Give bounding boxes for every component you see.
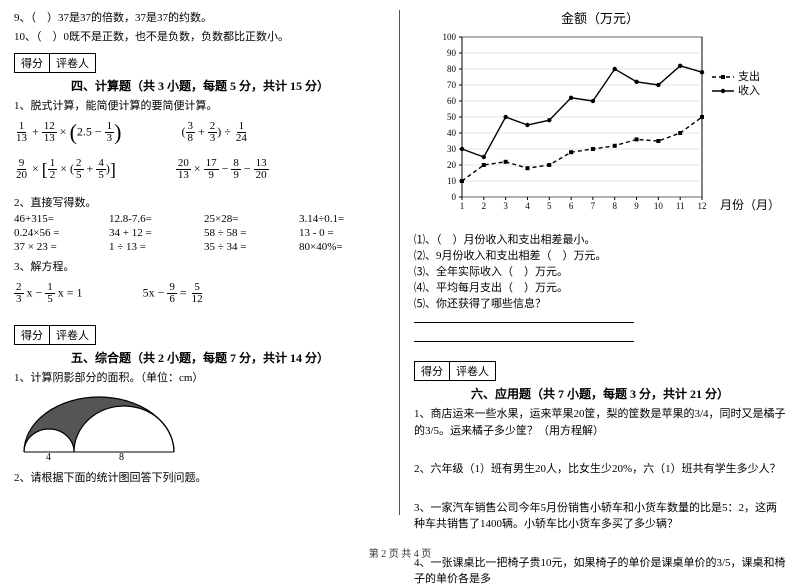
svg-text:30: 30 bbox=[447, 144, 457, 154]
score-label: 得分 bbox=[415, 362, 450, 380]
expr-2: (38 + 23) ÷ 124 bbox=[182, 121, 249, 144]
sec5-q2: 2、请根据下面的统计图回答下列问题。 bbox=[14, 470, 386, 487]
calc-cell: 46+315= bbox=[14, 213, 101, 225]
sec5-q1: 1、计算阴影部分的面积。（单位：cm） bbox=[14, 370, 386, 387]
right-column: 金额（万元） 010203040506070809010012345678910… bbox=[400, 0, 800, 545]
grader-label: 评卷人 bbox=[450, 362, 495, 380]
svg-text:收入: 收入 bbox=[738, 83, 760, 97]
svg-text:8: 8 bbox=[612, 201, 617, 211]
svg-text:6: 6 bbox=[569, 201, 574, 211]
chart-q3: ⑶、全年实际收入（ ）万元。 bbox=[414, 263, 786, 279]
calc-cell: 25×28= bbox=[204, 213, 291, 225]
chart-q1: ⑴、（ ）月份收入和支出相差最小。 bbox=[414, 231, 786, 247]
chart-q2: ⑵、9月份收入和支出相差（ ）万元。 bbox=[414, 247, 786, 263]
score-label: 得分 bbox=[15, 54, 50, 72]
calc-cell: 37 × 23 = bbox=[14, 241, 101, 253]
calc-cell: 34 + 12 = bbox=[109, 227, 196, 239]
svg-text:4: 4 bbox=[525, 201, 530, 211]
svg-text:60: 60 bbox=[447, 96, 457, 106]
svg-text:90: 90 bbox=[447, 48, 457, 58]
app-q1: 1、商店运来一些水果，运来苹果20筐，梨的筐数是苹果的3/4，同时又是橘子的3/… bbox=[414, 406, 786, 439]
question-9: 9、（ ）37是37的倍数，37是37的约数。 bbox=[14, 10, 386, 27]
calc-cell: 12.8-7.6= bbox=[109, 213, 196, 225]
grader-label: 评卷人 bbox=[50, 54, 95, 72]
section-6-title: 六、应用题（共 7 小题，每题 3 分，共计 21 分） bbox=[414, 385, 786, 402]
section-4-title: 四、计算题（共 3 小题，每题 5 分，共计 15 分） bbox=[14, 77, 386, 94]
app-q4: 4、一张课桌比一把椅子贵10元，如果椅子的单价是课桌单价的3/5，课桌和椅子的单… bbox=[414, 555, 786, 588]
svg-text:支出: 支出 bbox=[738, 69, 760, 83]
svg-text:月份（月）: 月份（月） bbox=[720, 198, 774, 212]
answer-line-2 bbox=[414, 330, 786, 345]
svg-text:70: 70 bbox=[447, 80, 457, 90]
calc-cell: 13 - 0 = bbox=[299, 227, 386, 239]
score-box-sec5: 得分 评卷人 bbox=[14, 325, 96, 345]
svg-text:11: 11 bbox=[676, 201, 685, 211]
calc-cell: 80×40%= bbox=[299, 241, 386, 253]
answer-line-1 bbox=[414, 311, 786, 326]
calc-grid: 46+315= 12.8-7.6= 25×28= 3.14÷0.1= 0.24×… bbox=[14, 213, 386, 253]
svg-text:50: 50 bbox=[447, 112, 457, 122]
chart-q5: ⑸、你还获得了哪些信息？ bbox=[414, 295, 786, 311]
chart-q4: ⑷、平均每月支出（ ）万元。 bbox=[414, 279, 786, 295]
dim-8: 8 bbox=[119, 452, 124, 462]
svg-text:7: 7 bbox=[591, 201, 596, 211]
sec4-q3: 3、解方程。 bbox=[14, 259, 386, 276]
svg-text:80: 80 bbox=[447, 64, 457, 74]
svg-text:40: 40 bbox=[447, 128, 457, 138]
formula-row-1: 113 + 1213 × (2.5 − 13) (38 + 23) ÷ 124 bbox=[14, 121, 386, 144]
calc-cell: 3.14÷0.1= bbox=[299, 213, 386, 225]
formula-row-2: 920 × [12 × (25 + 45)] 2013 × 179 − 89 −… bbox=[14, 158, 386, 181]
left-column: 9、（ ）37是37的倍数，37是37的约数。 10、（ ）0既不是正数，也不是… bbox=[0, 0, 400, 545]
app-q3: 3、一家汽车销售公司今年5月份销售小轿车和小货车数量的比是5：2，这两种车共销售… bbox=[414, 500, 786, 533]
sec4-q2: 2、直接写得数。 bbox=[14, 195, 386, 212]
score-label: 得分 bbox=[15, 326, 50, 344]
grader-label: 评卷人 bbox=[50, 326, 95, 344]
expr-1: 113 + 1213 × (2.5 − 13) bbox=[14, 121, 122, 144]
formula-row-3: 23 x − 15 x = 1 5x − 96 = 512 bbox=[14, 282, 386, 305]
svg-text:9: 9 bbox=[634, 201, 639, 211]
chart-y-title: 金额（万元） bbox=[414, 8, 786, 27]
expr-3: 920 × [12 × (25 + 45)] bbox=[14, 158, 116, 181]
svg-text:3: 3 bbox=[503, 201, 508, 211]
svg-text:100: 100 bbox=[443, 32, 457, 42]
sec4-q1: 1、脱式计算，能简便计算的要简便计算。 bbox=[14, 98, 386, 115]
calc-cell: 35 ÷ 34 = bbox=[204, 241, 291, 253]
svg-text:5: 5 bbox=[547, 201, 552, 211]
svg-text:12: 12 bbox=[698, 201, 707, 211]
section-5-title: 五、综合题（共 2 小题，每题 7 分，共计 14 分） bbox=[14, 349, 386, 366]
line-chart: 0102030405060708090100123456789101112支出收… bbox=[434, 31, 786, 225]
score-box-sec4: 得分 评卷人 bbox=[14, 53, 96, 73]
svg-text:10: 10 bbox=[447, 176, 457, 186]
calc-cell: 1 ÷ 13 = bbox=[109, 241, 196, 253]
svg-text:20: 20 bbox=[447, 160, 457, 170]
score-box-sec6: 得分 评卷人 bbox=[414, 361, 496, 381]
svg-text:1: 1 bbox=[460, 201, 465, 211]
svg-text:10: 10 bbox=[654, 201, 664, 211]
calc-cell: 0.24×56 = bbox=[14, 227, 101, 239]
svg-text:2: 2 bbox=[482, 201, 487, 211]
app-q2: 2、六年级（1）班有男生20人，比女生少20%，六（1）班共有学生多少人？ bbox=[414, 461, 786, 478]
dim-4: 4 bbox=[46, 452, 51, 462]
shaded-figure: 4 8 bbox=[14, 390, 386, 466]
expr-5: 23 x − 15 x = 1 bbox=[14, 282, 83, 305]
expr-6: 5x − 96 = 512 bbox=[143, 282, 205, 305]
question-10: 10、（ ）0既不是正数，也不是负数，负数都比正数小。 bbox=[14, 29, 386, 46]
expr-4: 2013 × 179 − 89 − 1320 bbox=[176, 158, 269, 181]
svg-text:0: 0 bbox=[452, 192, 457, 202]
calc-cell: 58 ÷ 58 = bbox=[204, 227, 291, 239]
